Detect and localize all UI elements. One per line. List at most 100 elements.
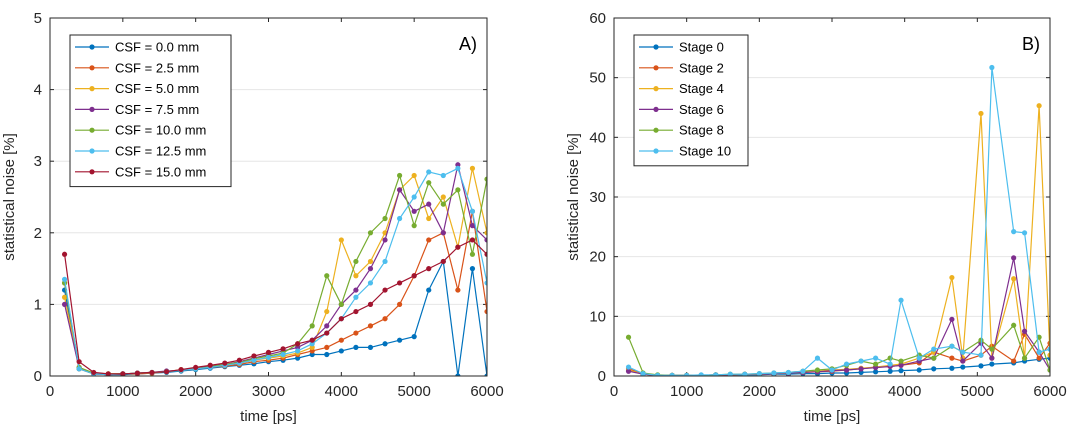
data-point (280, 346, 286, 352)
data-point (978, 110, 984, 117)
data-point (978, 363, 984, 369)
data-point (324, 273, 330, 279)
data-point (949, 365, 955, 371)
legend-marker (89, 148, 95, 154)
data-point (625, 364, 632, 370)
data-point (989, 346, 995, 352)
x-tick-label: 2000 (179, 383, 212, 400)
axes-box (613, 17, 1051, 377)
data-point (771, 370, 777, 376)
data-point (163, 369, 170, 375)
data-point (785, 369, 792, 376)
data-point (829, 367, 835, 373)
data-point (989, 355, 995, 361)
data-point (455, 187, 461, 193)
data-point (1021, 230, 1028, 236)
data-point (353, 273, 359, 279)
data-point (426, 201, 432, 207)
data-point (382, 258, 388, 265)
y-tick-label: 1 (34, 296, 42, 313)
y-tick-label: 10 (589, 308, 606, 325)
data-point (382, 215, 388, 222)
data-point (324, 308, 330, 315)
data-point (367, 323, 374, 329)
legend-marker (89, 65, 95, 71)
legend-label: Stage 4 (679, 81, 724, 96)
data-point (887, 368, 893, 374)
data-point (178, 366, 184, 373)
data-point (858, 366, 864, 372)
y-tick-label: 50 (589, 70, 606, 87)
x-tick-label: 1000 (106, 383, 139, 400)
data-point (931, 346, 937, 352)
data-point (397, 187, 403, 193)
data-point (265, 349, 272, 355)
data-point (960, 358, 966, 364)
y-tick-label: 5 (34, 10, 42, 27)
data-point (353, 344, 359, 350)
panel-label: B) (1022, 34, 1040, 54)
data-point (382, 237, 388, 243)
data-point (236, 357, 242, 363)
data-point (76, 359, 82, 365)
data-point (484, 230, 487, 236)
data-point (469, 223, 476, 229)
data-point (684, 372, 690, 376)
data-point (426, 215, 432, 222)
data-point (469, 208, 476, 214)
data-point (873, 361, 879, 367)
data-point (367, 266, 374, 272)
y-tick-label: 40 (589, 129, 606, 146)
data-point (324, 344, 330, 350)
x-tick-label: 0 (46, 383, 54, 400)
x-tick-label: 1000 (670, 383, 703, 400)
data-point (382, 287, 388, 293)
data-point (76, 366, 82, 372)
data-point (382, 316, 388, 322)
data-point (1011, 276, 1017, 282)
data-point (411, 194, 417, 200)
data-point (426, 169, 432, 175)
data-point (105, 371, 111, 376)
legend-label: Stage 0 (679, 40, 724, 55)
data-point (455, 244, 461, 250)
data-point (397, 280, 403, 286)
data-point (814, 355, 821, 361)
y-tick-label: 4 (34, 82, 42, 99)
y-tick-label: 20 (589, 249, 606, 266)
x-tick-label: 4000 (325, 383, 358, 400)
y-tick-label: 3 (34, 153, 42, 170)
legend-marker (653, 148, 659, 154)
data-point (309, 323, 315, 329)
data-point (989, 361, 995, 367)
data-point (411, 223, 417, 229)
data-point (727, 371, 733, 376)
x-tick-label: 0 (610, 383, 618, 400)
data-point (960, 349, 966, 355)
series-group (61, 162, 487, 376)
data-point (469, 266, 476, 272)
data-point (222, 360, 228, 366)
y-tick-label: 60 (589, 10, 606, 27)
data-point (193, 364, 199, 371)
data-point (873, 355, 879, 361)
data-point (989, 64, 995, 71)
data-point (873, 365, 879, 371)
legend-marker (89, 106, 95, 112)
legend-label: CSF = 10.0 mm (115, 123, 206, 138)
data-point (324, 323, 330, 329)
y-tick-label: 0 (598, 368, 606, 385)
data-point (295, 344, 301, 350)
data-point (640, 371, 646, 376)
data-point (669, 372, 675, 376)
legend-marker (89, 127, 95, 133)
data-point (353, 258, 359, 265)
legend: CSF = 0.0 mm CSF = 2.5 mm CSF = 5.0 mm CSF … (69, 34, 232, 188)
x-tick-label: 3000 (252, 383, 285, 400)
data-point (1021, 328, 1028, 334)
legend-label: CSF = 2.5 mm (115, 60, 199, 75)
data-point (843, 361, 850, 367)
data-point (309, 351, 315, 358)
data-point (367, 258, 374, 265)
